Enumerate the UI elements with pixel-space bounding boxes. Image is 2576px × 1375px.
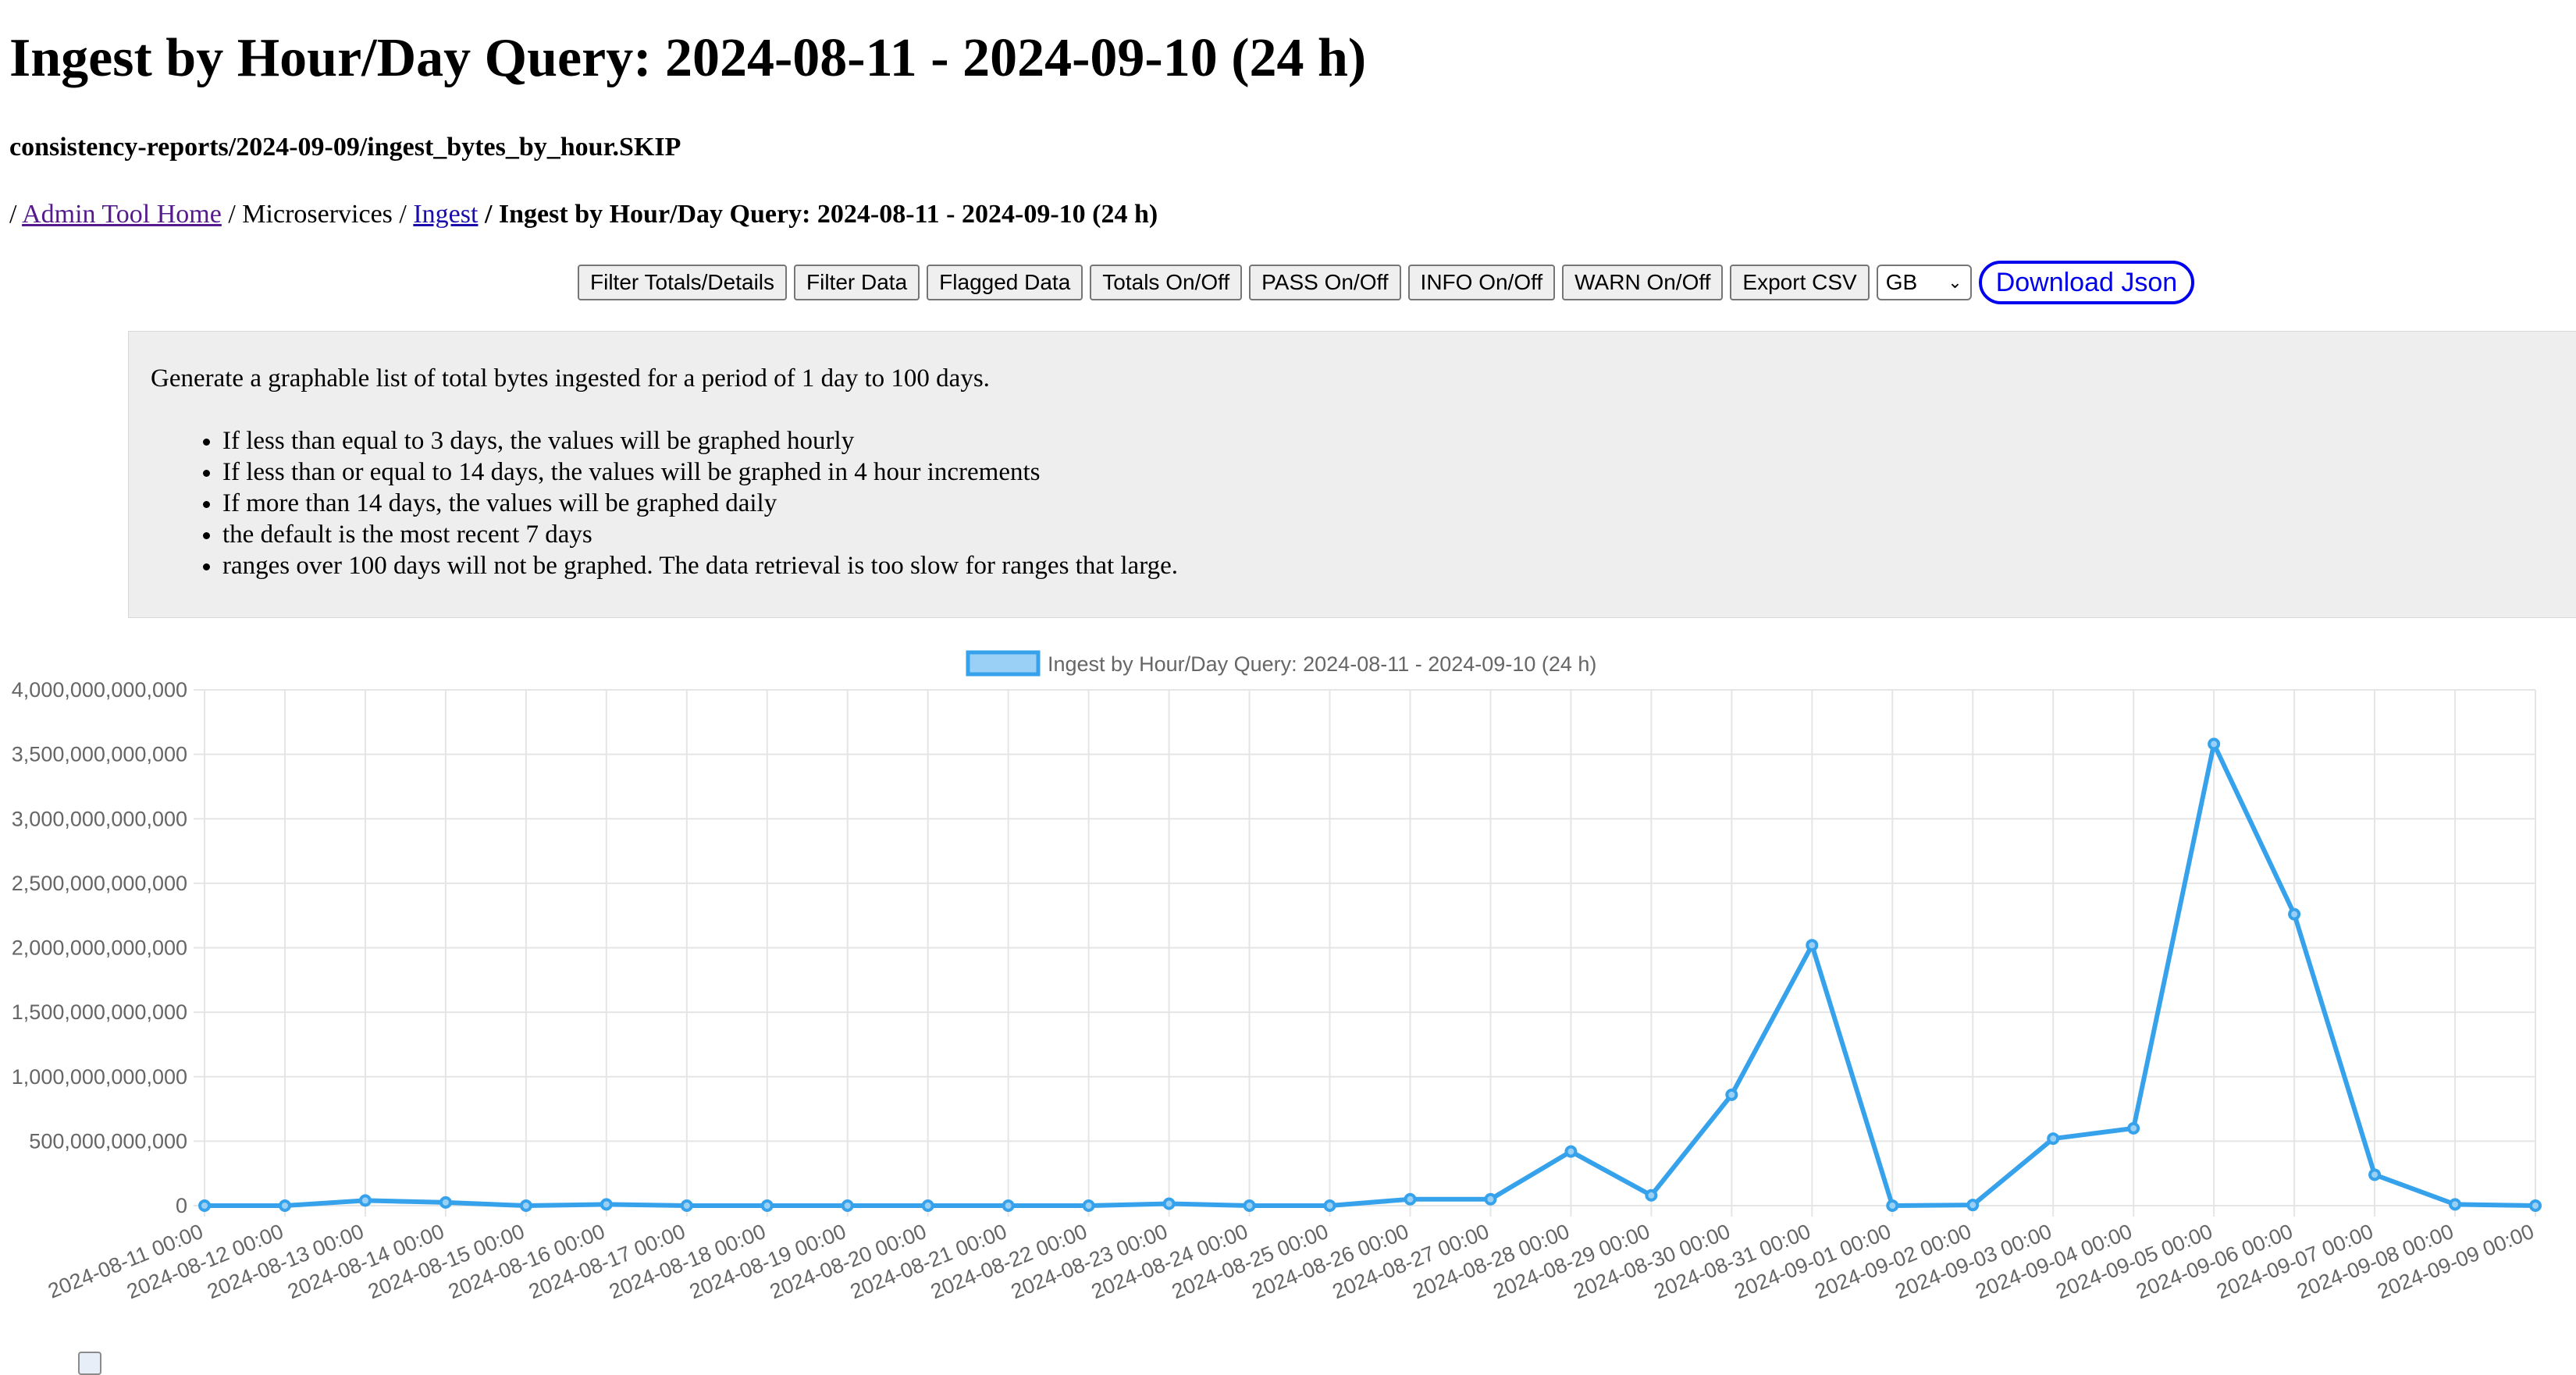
info-bullet: If less than or equal to 14 days, the va… <box>222 457 1178 488</box>
breadcrumb-current: Ingest by Hour/Day Query: 2024-08-11 - 2… <box>498 200 1158 229</box>
data-point[interactable] <box>1243 1199 1256 1212</box>
data-point[interactable] <box>1725 1088 1738 1101</box>
export-csv-button[interactable]: Export CSV <box>1730 265 1870 300</box>
data-point[interactable] <box>519 1199 532 1212</box>
filter-totals-details-button[interactable]: Filter Totals/Details <box>578 265 788 300</box>
data-point[interactable] <box>1082 1199 1095 1212</box>
data-point[interactable] <box>1966 1199 1980 1212</box>
data-point[interactable] <box>1564 1145 1578 1158</box>
legend-swatch <box>966 650 1041 677</box>
data-point[interactable] <box>2288 908 2301 921</box>
data-point[interactable] <box>841 1199 854 1212</box>
table-toggle-checkbox[interactable] <box>78 1352 101 1375</box>
series-ingest <box>198 737 2542 1212</box>
y-tick-label: 1,000,000,000,000 <box>12 1065 187 1089</box>
breadcrumb-microservices: Microservices <box>242 200 393 229</box>
toolbar: Filter Totals/Details Filter Data Flagge… <box>578 261 2195 304</box>
y-tick-label: 3,500,000,000,000 <box>12 743 187 766</box>
data-point[interactable] <box>198 1199 211 1212</box>
data-point[interactable] <box>680 1199 693 1212</box>
chart-legend[interactable]: Ingest by Hour/Day Query: 2024-08-11 - 2… <box>966 650 1596 677</box>
breadcrumb: / Admin Tool Home / Microservices / Inge… <box>9 200 1158 229</box>
chart-grid <box>194 689 2536 1217</box>
data-point[interactable] <box>2368 1168 2382 1181</box>
data-point[interactable] <box>921 1199 934 1212</box>
data-point[interactable] <box>1404 1192 1417 1206</box>
y-tick-label: 2,500,000,000,000 <box>12 872 187 895</box>
unit-select-value: GB <box>1885 270 1918 294</box>
info-toggle-button[interactable]: INFO On/Off <box>1407 265 1556 300</box>
info-bullet-list: If less than equal to 3 days, the values… <box>199 425 1178 581</box>
flagged-data-button[interactable]: Flagged Data <box>927 265 1083 300</box>
breadcrumb-separator: / <box>399 200 407 229</box>
breadcrumb-separator: / <box>9 200 17 229</box>
pass-toggle-button[interactable]: PASS On/Off <box>1249 265 1401 300</box>
info-bullet: If less than equal to 3 days, the values… <box>222 425 1178 457</box>
data-point[interactable] <box>1323 1199 1336 1212</box>
data-point[interactable] <box>1806 939 1819 952</box>
data-point[interactable] <box>2127 1121 2140 1135</box>
y-tick-label: 1,500,000,000,000 <box>12 1000 187 1024</box>
data-point[interactable] <box>278 1199 291 1212</box>
filter-data-button[interactable]: Filter Data <box>794 265 920 300</box>
data-point[interactable] <box>1002 1199 1015 1212</box>
data-point[interactable] <box>2449 1198 2462 1211</box>
data-point[interactable] <box>760 1199 774 1212</box>
data-point[interactable] <box>358 1194 372 1207</box>
breadcrumb-separator: / <box>228 200 236 229</box>
report-file-path: consistency-reports/2024-09-09/ingest_by… <box>9 133 681 162</box>
breadcrumb-separator: / <box>484 200 493 229</box>
breadcrumb-ingest-link[interactable]: Ingest <box>413 200 479 229</box>
data-point[interactable] <box>1645 1188 1658 1202</box>
y-tick-label: 500,000,000,000 <box>29 1129 187 1153</box>
legend-label: Ingest by Hour/Day Query: 2024-08-11 - 2… <box>1048 652 1596 676</box>
info-bullet: the default is the most recent 7 days <box>222 519 1178 550</box>
ingest-line-chart: Ingest by Hour/Day Query: 2024-08-11 - 2… <box>12 650 2542 1304</box>
chevron-down-icon: ⌄ <box>1948 272 1962 292</box>
y-tick-label: 2,000,000,000,000 <box>12 936 187 960</box>
info-bullet: If more than 14 days, the values will be… <box>222 488 1178 519</box>
unit-select[interactable]: GB ⌄ <box>1876 265 1972 300</box>
totals-toggle-button[interactable]: Totals On/Off <box>1090 265 1243 300</box>
data-point[interactable] <box>2047 1132 2060 1146</box>
data-point[interactable] <box>600 1198 613 1211</box>
download-json-button[interactable]: Download Json <box>1978 261 2195 304</box>
info-panel: Generate a graphable list of total bytes… <box>128 331 2576 618</box>
data-point[interactable] <box>2208 737 2221 751</box>
y-axis-ticks: 0 500,000,000,000 1,000,000,000,000 1,500,0… <box>12 678 187 1217</box>
info-intro: Generate a graphable list of total bytes… <box>151 364 990 393</box>
info-bullet: ranges over 100 days will not be graphed… <box>222 550 1178 581</box>
data-point[interactable] <box>2529 1199 2542 1212</box>
y-tick-label: 0 <box>176 1194 187 1217</box>
data-point[interactable] <box>1886 1199 1899 1212</box>
y-tick-label: 3,000,000,000,000 <box>12 807 187 830</box>
data-point[interactable] <box>439 1196 452 1209</box>
series-line <box>205 741 2536 1208</box>
data-point[interactable] <box>1484 1192 1497 1206</box>
breadcrumb-home-link[interactable]: Admin Tool Home <box>22 200 222 229</box>
page-title: Ingest by Hour/Day Query: 2024-08-11 - 2… <box>9 28 1367 88</box>
y-tick-label: 4,000,000,000,000 <box>12 678 187 702</box>
data-point[interactable] <box>1162 1197 1176 1210</box>
warn-toggle-button[interactable]: WARN On/Off <box>1562 265 1724 300</box>
